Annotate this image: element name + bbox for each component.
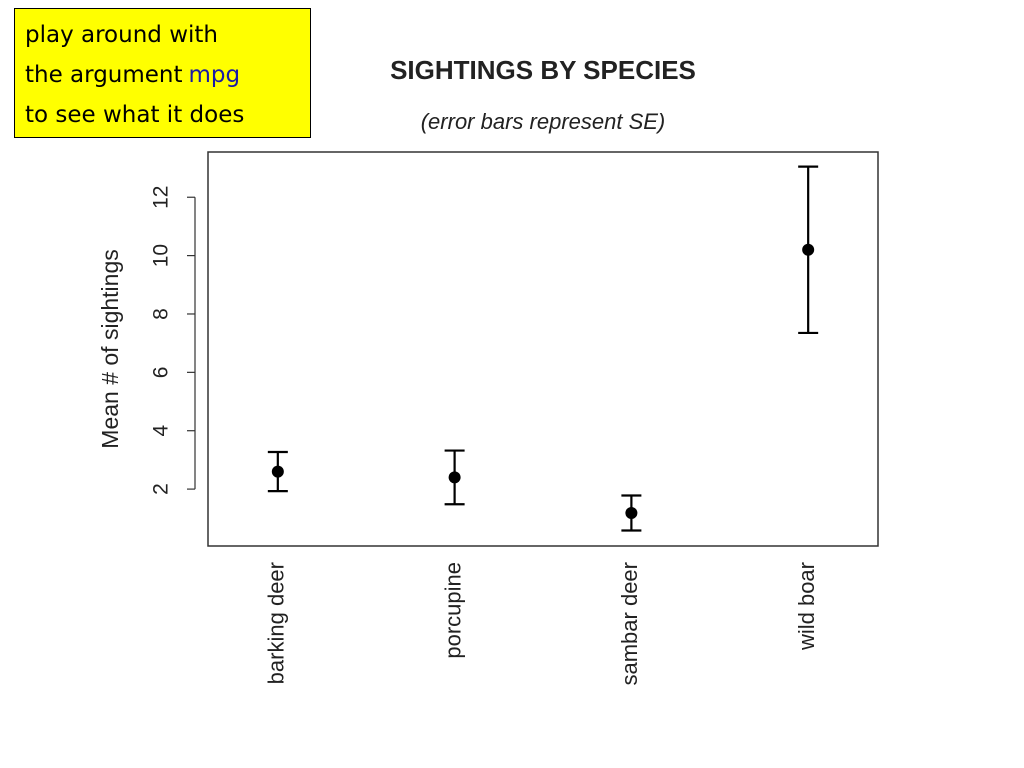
chart-subtitle: (error bars represent SE): [421, 109, 666, 134]
note-line: to see what it does: [25, 95, 310, 135]
note-code: mpg: [188, 62, 241, 88]
point: [802, 243, 815, 256]
note-box: play around with the argument mpg to see …: [14, 8, 311, 138]
x-tick-label: porcupine: [440, 562, 465, 659]
point: [448, 471, 461, 484]
note-text: to see what it does: [25, 102, 245, 128]
y-tick-label: 6: [150, 367, 173, 379]
note-text: the argument: [25, 62, 183, 88]
y-tick-label: 2: [150, 483, 173, 495]
x-tick-label: wild boar: [794, 562, 819, 651]
x-tick-label: sambar deer: [617, 562, 642, 686]
x-tick-label: barking deer: [264, 562, 289, 684]
y-tick-label: 12: [150, 186, 173, 209]
point: [625, 507, 638, 520]
note-line: play around with: [25, 15, 310, 55]
note-line: the argument mpg: [25, 55, 310, 95]
y-tick-label: 10: [150, 244, 173, 267]
y-tick-label: 4: [150, 425, 173, 437]
y-axis-title: Mean # of sightings: [97, 249, 123, 448]
chart-title: SIGHTINGS BY SPECIES: [390, 55, 696, 85]
y-tick-label: 8: [150, 308, 173, 320]
note-text: play around with: [25, 22, 218, 48]
plot-frame: [207, 151, 879, 547]
point: [271, 465, 284, 478]
